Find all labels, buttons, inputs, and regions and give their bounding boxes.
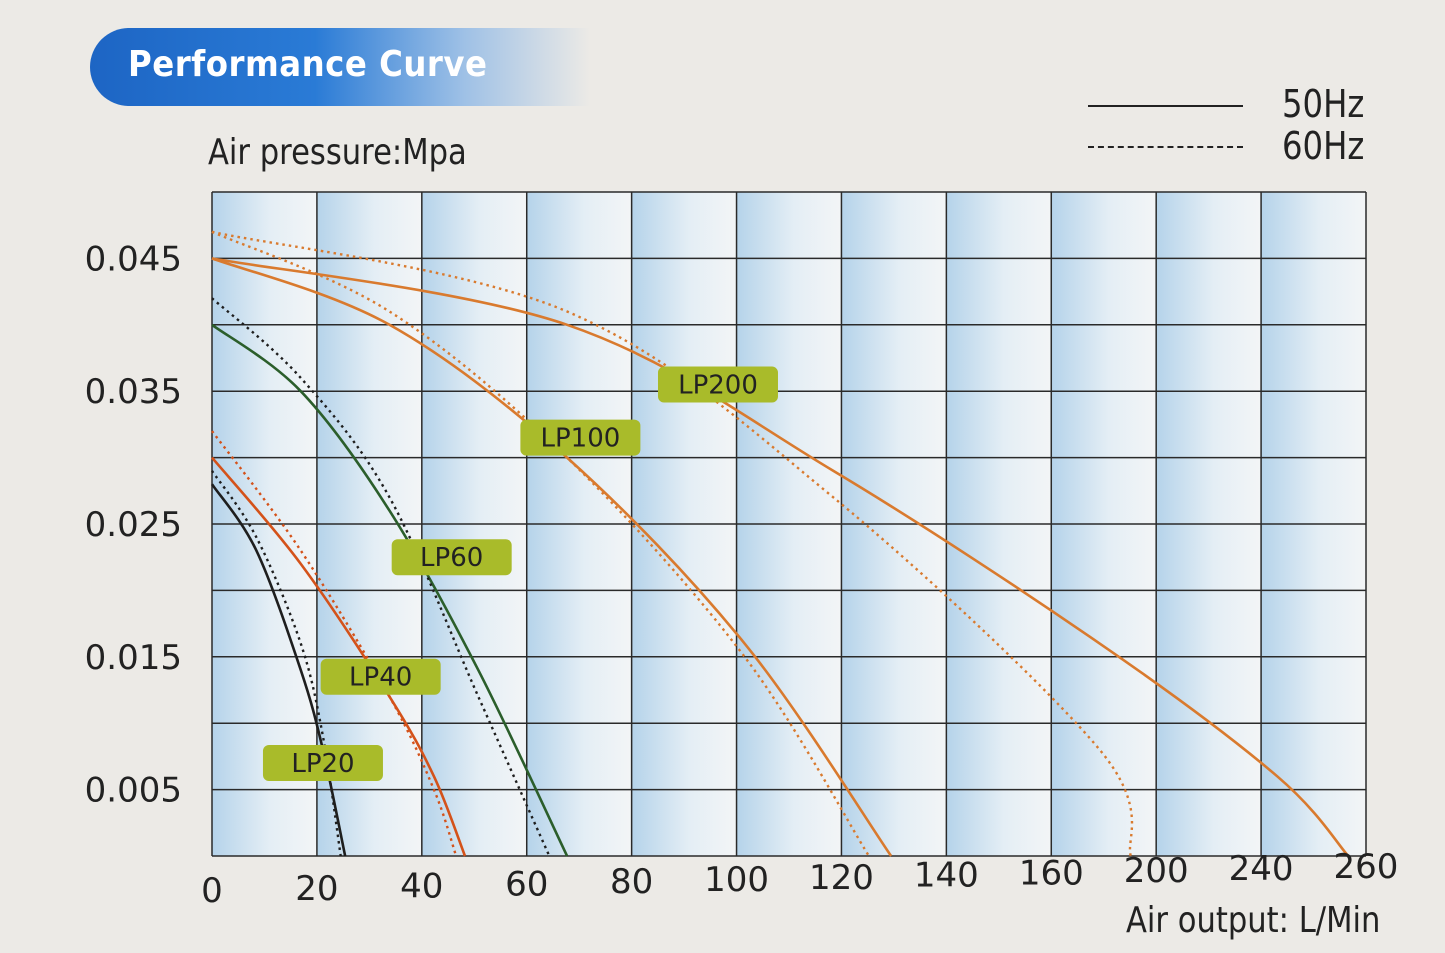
- x-axis-title: Air output: L/Min: [1126, 900, 1381, 941]
- series-label-text: LP40: [349, 663, 412, 693]
- series-label-lp100: LP100: [520, 419, 641, 456]
- x-tick-label: 60: [505, 864, 548, 904]
- grid-lines: [211, 191, 1367, 857]
- series-labels: LP20 LP40 LP60 LP100 LP200: [262, 366, 778, 782]
- x-tick-label: 200: [1124, 851, 1189, 891]
- y-tick-label: 0.005: [85, 771, 182, 811]
- lp100-60hz-curve: [211, 230, 870, 857]
- series-label-text: LP200: [678, 371, 758, 401]
- series-label-lp200: LP200: [657, 366, 778, 403]
- x-tick-label: 140: [914, 856, 979, 896]
- series-label-lp20: LP20: [262, 745, 383, 782]
- y-axis-title: Air pressure:Mpa: [208, 132, 467, 173]
- y-tick-label: 0.015: [85, 638, 182, 678]
- series-label-badge: [320, 658, 441, 695]
- lp20-60hz-curve: [211, 470, 342, 857]
- x-tick-label: 40: [400, 867, 443, 907]
- series-label-lp40: LP40: [320, 658, 441, 695]
- chart-title: Performance Curve: [128, 44, 488, 85]
- plot-background: [212, 192, 1366, 856]
- lp20-50hz-curve: [210, 483, 347, 857]
- lp60-60hz-curve: [211, 297, 551, 857]
- series-label-text: LP20: [291, 749, 354, 779]
- x-tick-label: 120: [809, 858, 874, 898]
- y-tick-label: 0.045: [85, 239, 182, 279]
- series-label-badge: [520, 419, 641, 456]
- x-tick-label: 160: [1019, 853, 1084, 893]
- legend-50hz-line: [1088, 105, 1243, 107]
- x-tick-label: 260: [1334, 847, 1399, 887]
- x-tick-labels: 0 20 40 60 80 100 120 140 160 200 240 260: [201, 847, 1398, 911]
- legend-60hz-label: 60Hz: [1282, 124, 1365, 168]
- x-tick-label: 240: [1229, 849, 1294, 889]
- series-label-badge: [391, 539, 512, 576]
- legend-60hz-line: [1088, 146, 1243, 148]
- x-tick-label: 20: [295, 869, 338, 909]
- series-label-badge: [262, 745, 383, 782]
- x-tick-label: 80: [610, 862, 653, 902]
- series-label-lp60: LP60: [391, 539, 512, 576]
- x-tick-label: 100: [704, 860, 769, 900]
- series-label-badge: [657, 366, 778, 403]
- title-banner: [90, 28, 590, 106]
- x-tick-label: 0: [201, 871, 223, 911]
- y-tick-label: 0.035: [85, 372, 182, 412]
- y-tick-labels: 0.045 0.035 0.025 0.015 0.005: [85, 239, 182, 810]
- legend-50hz-label: 50Hz: [1282, 82, 1365, 126]
- lp100-50hz-curve: [211, 257, 893, 857]
- y-tick-label: 0.025: [85, 505, 182, 545]
- lp60-50hz-curve: [211, 323, 569, 857]
- lp200-50hz-curve: [211, 257, 1350, 857]
- series-label-text: LP60: [420, 543, 483, 573]
- lp200-60hz-curve: [211, 230, 1134, 857]
- series-label-text: LP100: [540, 424, 620, 454]
